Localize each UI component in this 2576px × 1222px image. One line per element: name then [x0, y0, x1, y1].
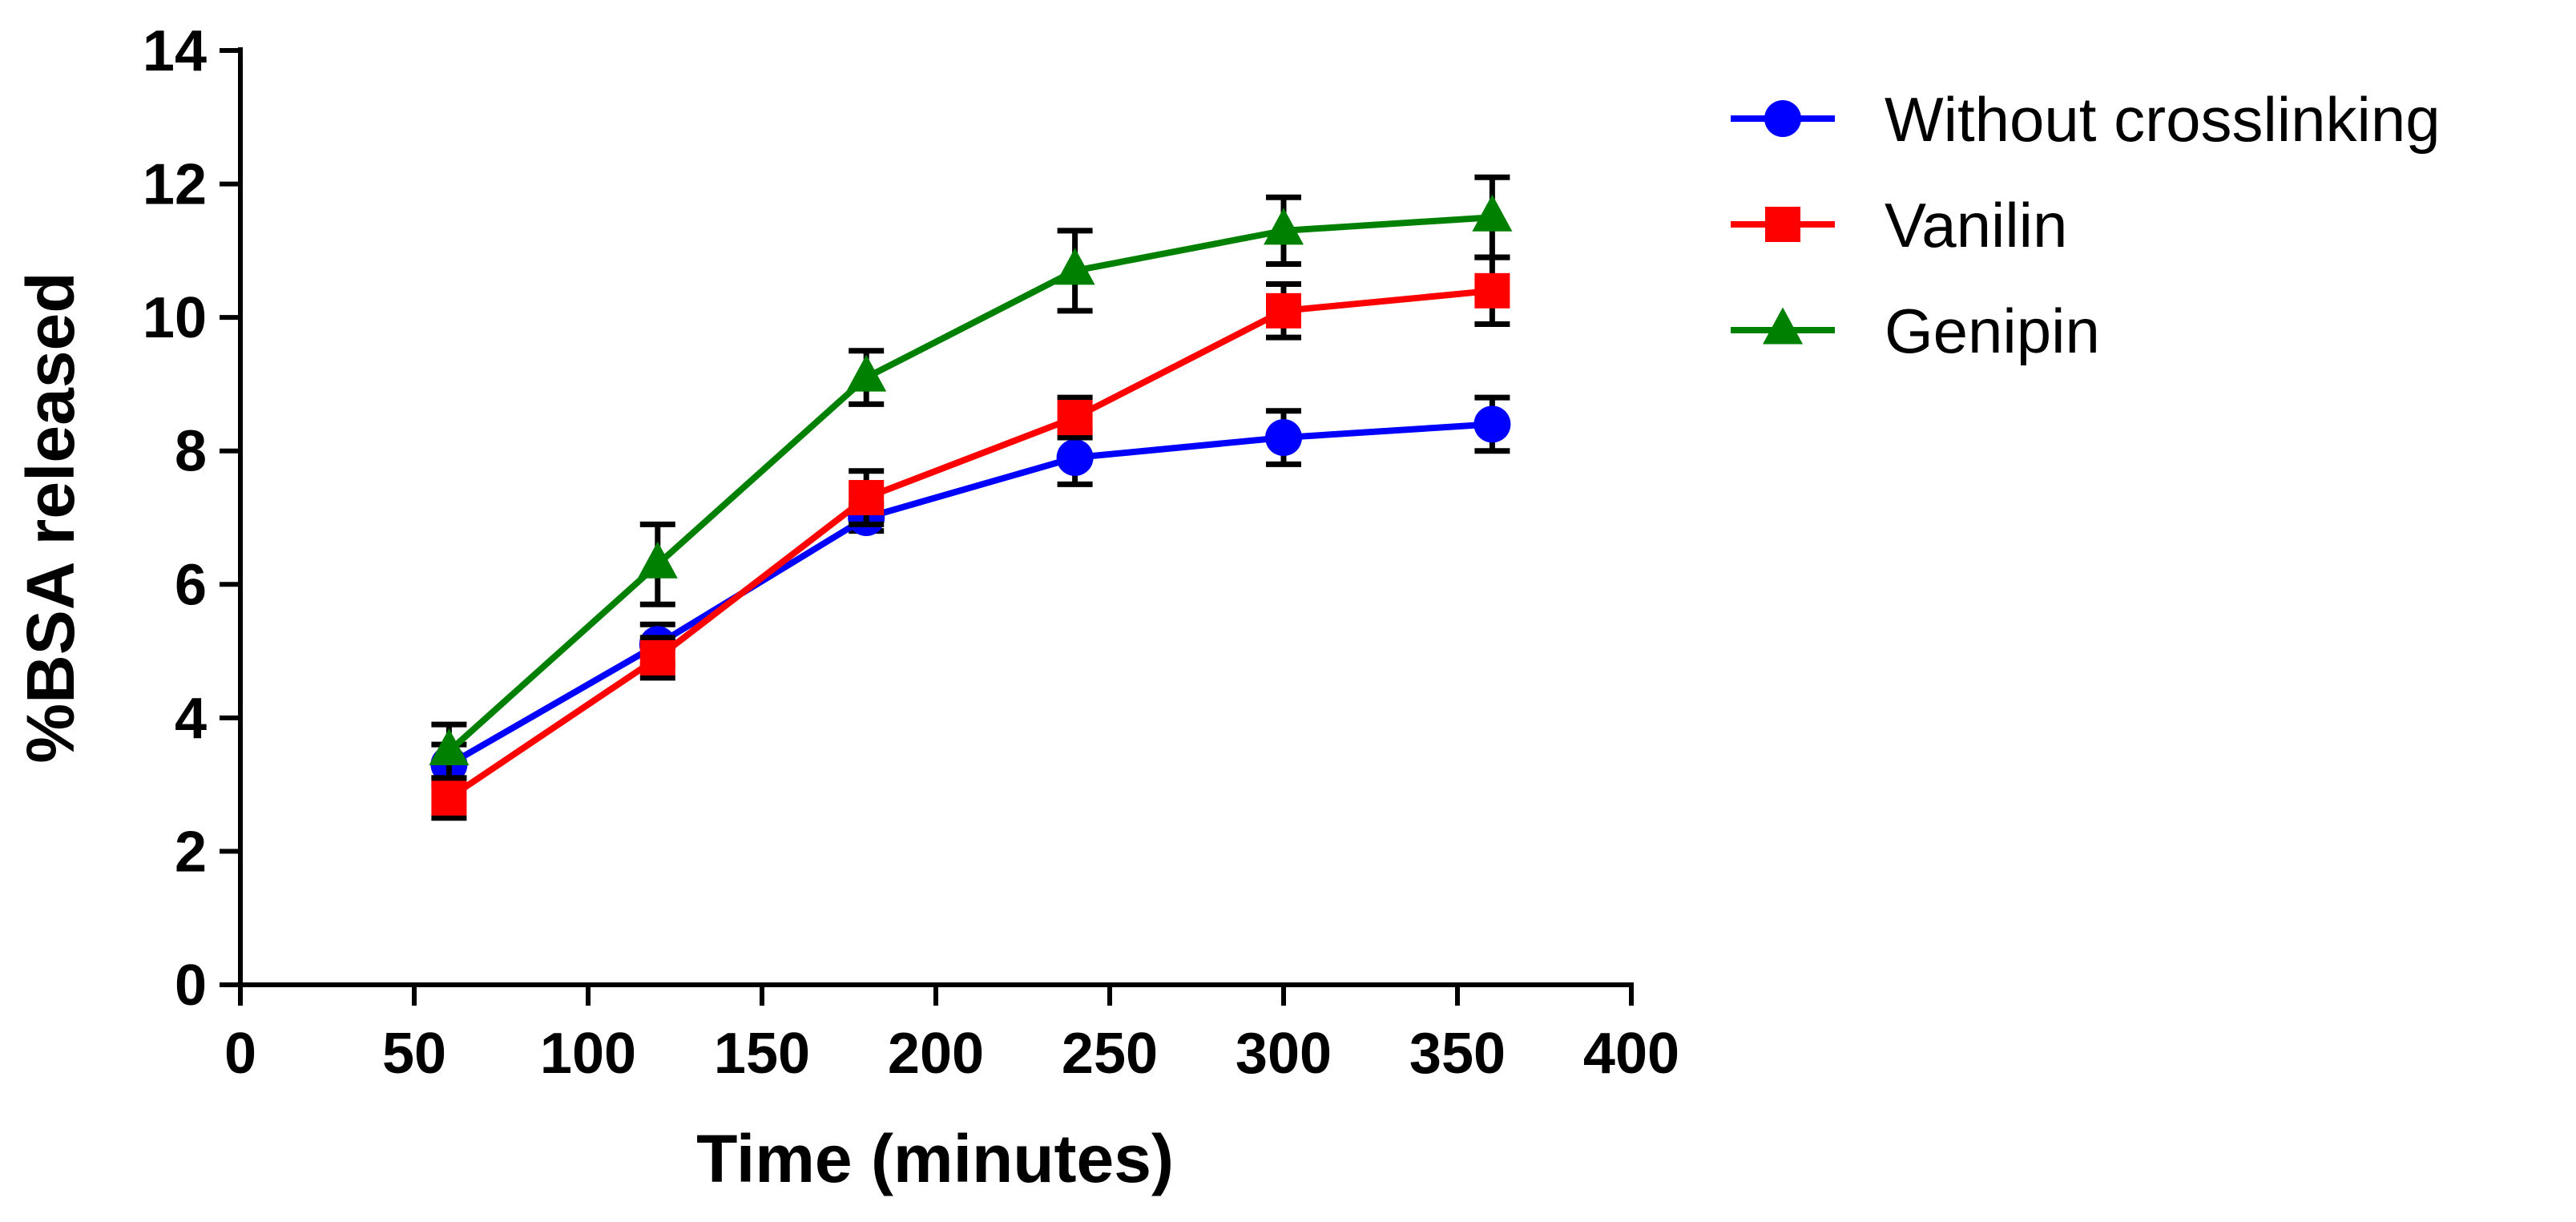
y-tick-label: 4 [175, 687, 207, 751]
data-point-vanilin [849, 480, 885, 516]
x-tick-label: 250 [1062, 1022, 1158, 1086]
series-line-without-crosslinking [445, 421, 1496, 768]
x-tick-label: 200 [888, 1022, 984, 1086]
legend-item-without-crosslinking: Without crosslinking [1731, 84, 2441, 155]
series-vanilin [431, 254, 1510, 821]
x-tick-label: 150 [714, 1022, 810, 1086]
legend-label: Genipin [1885, 296, 2100, 366]
data-point-without-crosslinking [1056, 439, 1094, 477]
data-point-without-crosslinking [1265, 419, 1302, 457]
data-point-genipin [1264, 208, 1304, 245]
data-point-vanilin [1057, 400, 1093, 436]
y-tick-label: 12 [143, 153, 207, 217]
legend-item-vanilin: Vanilin [1731, 190, 2067, 260]
legend-label: Without crosslinking [1885, 84, 2441, 155]
x-tick-label: 300 [1236, 1022, 1332, 1086]
legend-marker [1765, 207, 1800, 242]
legend-item-genipin: Genipin [1731, 296, 2100, 366]
series-genipin [429, 174, 1513, 781]
y-tick-label: 6 [175, 553, 207, 617]
data-point-genipin [846, 354, 887, 392]
x-axis-title: Time (minutes) [696, 1121, 1174, 1196]
series-line-vanilin [445, 287, 1496, 801]
legend-marker [1764, 100, 1801, 137]
y-tick-label: 14 [143, 19, 207, 83]
x-tick-label: 350 [1409, 1022, 1506, 1086]
series-line-genipin [445, 214, 1496, 755]
axes: 0 50 100 150 200 250 300 350 400 0 2 4 6 8 10 12 14 [143, 19, 1679, 1086]
data-point-vanilin [1474, 272, 1510, 309]
data-point-vanilin [1266, 292, 1301, 329]
legend-label: Vanilin [1885, 190, 2067, 260]
y-tick-label: 10 [143, 286, 207, 350]
y-axis-title: %BSA released [13, 272, 88, 763]
x-tick-label: 100 [540, 1022, 636, 1086]
legend: Without crosslinking Vanilin Genipin [1731, 84, 2441, 366]
data-point-vanilin [431, 780, 467, 816]
legend-marker [1763, 307, 1803, 345]
x-tick-label: 0 [224, 1022, 256, 1086]
x-tick-label: 50 [382, 1022, 446, 1086]
x-tick-label: 400 [1583, 1022, 1679, 1086]
y-tick-label: 2 [175, 820, 207, 884]
data-point-genipin [1054, 248, 1095, 285]
data-point-genipin [429, 728, 470, 765]
data-point-genipin [1472, 194, 1513, 232]
data-point-genipin [637, 541, 678, 579]
data-point-vanilin [639, 639, 675, 676]
data-point-without-crosslinking [1473, 405, 1511, 443]
y-tick-label: 8 [175, 420, 207, 484]
series-layer [429, 174, 1513, 821]
y-tick-label: 0 [175, 954, 207, 1018]
